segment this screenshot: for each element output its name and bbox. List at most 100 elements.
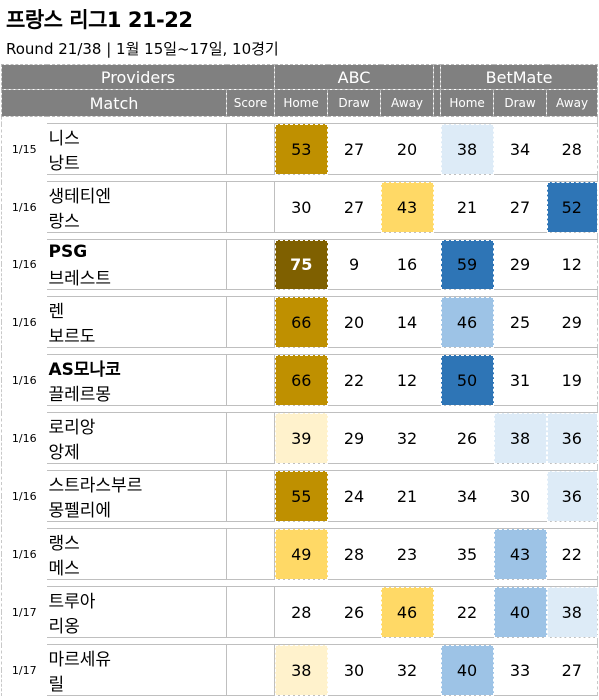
abc-draw-prob: 24: [327, 470, 381, 522]
abc-draw-prob: 28: [327, 528, 381, 580]
abc-draw-prob: 20: [327, 296, 381, 348]
match-score: [225, 123, 276, 175]
betmate-home-prob: 40: [440, 644, 494, 696]
provider-gap: [433, 354, 441, 406]
abc-draw-prob: 27: [327, 123, 381, 175]
betmate-draw-prob: 29: [493, 239, 547, 290]
betmate-draw-header: Draw: [493, 89, 548, 117]
match-row: 1/16 렌 66 20 14 46 25 29: [1, 296, 599, 348]
betmate-away-prob: 28: [546, 123, 599, 175]
betmate-away-prob: 19: [546, 354, 599, 406]
match-score: [225, 181, 276, 233]
betmate-draw-prob: 43: [493, 528, 547, 580]
betmate-header: BetMate: [440, 64, 599, 90]
betmate-draw-prob: 38: [493, 412, 547, 464]
betmate-home-prob: 35: [440, 528, 494, 580]
betmate-home-prob: 46: [440, 296, 494, 348]
betmate-away-prob: 36: [546, 412, 599, 464]
match-row-away: 몽펠리에: [2, 496, 598, 522]
home-team: 스트라스부르: [46, 470, 227, 496]
betmate-away-header: Away: [546, 89, 599, 117]
away-team: 리옹: [46, 612, 227, 638]
match-row-away: 메스: [2, 554, 598, 580]
home-team: 렌: [46, 296, 227, 322]
match-score: [225, 239, 276, 290]
abc-away-prob: 14: [380, 296, 434, 348]
match-date: 1/17: [1, 586, 47, 638]
abc-draw-header: Draw: [327, 89, 382, 117]
provider-gap: [433, 296, 441, 348]
provider-gap: [433, 239, 441, 290]
betmate-away-prob: 12: [546, 239, 599, 290]
match-date: 1/16: [1, 412, 47, 464]
match-row-away: 낭트: [2, 149, 598, 175]
betmate-home-prob: 50: [440, 354, 494, 406]
row-spacer: [0, 521, 599, 529]
abc-home-prob: 55: [274, 470, 328, 522]
row-spacer: [0, 174, 599, 182]
match-row: 1/16 PSG 75 9 16 59 29 12: [1, 239, 599, 290]
betmate-home-prob: 22: [440, 586, 494, 638]
row-spacer: [0, 347, 599, 355]
match-row-away: 리옹: [2, 612, 598, 638]
home-team: 생테티엔: [46, 181, 227, 207]
header-gap: [433, 89, 442, 117]
home-team: 마르세유: [46, 644, 227, 670]
betmate-away-prob: 38: [546, 586, 599, 638]
match-row: 1/17 마르세유 38 30 32 40 33 27: [1, 644, 599, 696]
abc-away-prob: 43: [380, 181, 434, 233]
match-row: 1/16 스트라스부르 55 24 21 34 30 36: [1, 470, 599, 522]
abc-away-header: Away: [380, 89, 435, 117]
match-row: 1/16 AS모나코 66 22 12 50 31 19: [1, 354, 599, 406]
abc-home-prob: 53: [274, 123, 328, 175]
abc-draw-prob: 27: [327, 181, 381, 233]
abc-away-prob: 12: [380, 354, 434, 406]
betmate-home-prob: 38: [440, 123, 494, 175]
match-row-away: 릴: [2, 670, 598, 696]
away-team: 브레스트: [46, 264, 227, 290]
betmate-draw-prob: 30: [493, 470, 547, 522]
abc-away-prob: 32: [380, 644, 434, 696]
abc-home-prob: 75: [274, 239, 328, 290]
away-team: 낭트: [46, 149, 227, 175]
match-row: 1/17 트루아 28 26 46 22 40 38: [1, 586, 599, 638]
home-team: 트루아: [46, 586, 227, 612]
match-row-away: 보르도: [2, 322, 598, 348]
betmate-draw-prob: 40: [493, 586, 547, 638]
away-team: 몽펠리에: [46, 496, 227, 522]
match-date: 1/15: [1, 123, 47, 175]
betmate-away-prob: 27: [546, 644, 599, 696]
abc-home-prob: 30: [274, 181, 328, 233]
match-score: [225, 296, 276, 348]
match-date: 1/16: [1, 354, 47, 406]
match-date: 1/16: [1, 470, 47, 522]
abc-draw-prob: 9: [327, 239, 381, 290]
row-spacer: [0, 579, 599, 587]
round-subtitle: Round 21/38 | 1월 15일~17일, 10경기: [6, 40, 279, 58]
match-date: 1/16: [1, 296, 47, 348]
abc-home-prob: 49: [274, 528, 328, 580]
match-row-away: 끌레르몽: [2, 380, 598, 406]
abc-home-prob: 28: [274, 586, 328, 638]
abc-home-prob: 38: [274, 644, 328, 696]
row-spacer: [0, 289, 599, 297]
provider-gap: [433, 181, 441, 233]
match-score: [225, 470, 276, 522]
abc-home-prob: 66: [274, 296, 328, 348]
betmate-away-prob: 36: [546, 470, 599, 522]
match-score: [225, 644, 276, 696]
row-spacer: [0, 405, 599, 413]
provider-gap: [433, 470, 441, 522]
abc-away-prob: 32: [380, 412, 434, 464]
match-date: 1/16: [1, 181, 47, 233]
abc-home-prob: 66: [274, 354, 328, 406]
match-row: 1/16 생테티엔 30 27 43 21 27 52: [1, 181, 599, 233]
match-date: 1/16: [1, 239, 47, 290]
betmate-draw-prob: 31: [493, 354, 547, 406]
away-team: 랑스: [46, 207, 227, 233]
home-team: AS모나코: [46, 354, 227, 380]
provider-gap: [433, 644, 441, 696]
match-row-away: 브레스트: [2, 264, 598, 290]
abc-draw-prob: 29: [327, 412, 381, 464]
score-header: Score: [225, 89, 276, 117]
